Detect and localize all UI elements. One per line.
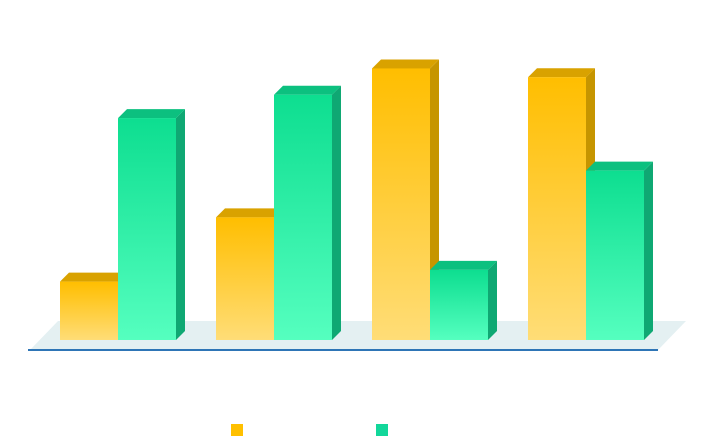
- legend: [231, 424, 388, 436]
- bar-series2-4: [586, 161, 653, 340]
- bar-series2-2: [274, 85, 341, 340]
- bar-series2-3: [430, 260, 497, 340]
- bar-series2-1: [118, 109, 185, 340]
- legend-swatch-series1: [231, 424, 243, 436]
- bar-series1-4: [528, 68, 595, 340]
- chart-floor: [30, 321, 686, 350]
- legend-swatch-series2: [376, 424, 388, 436]
- bar-series1-1: [60, 272, 127, 340]
- bar-series1-2: [216, 208, 283, 340]
- bar-series1-3: [372, 59, 439, 340]
